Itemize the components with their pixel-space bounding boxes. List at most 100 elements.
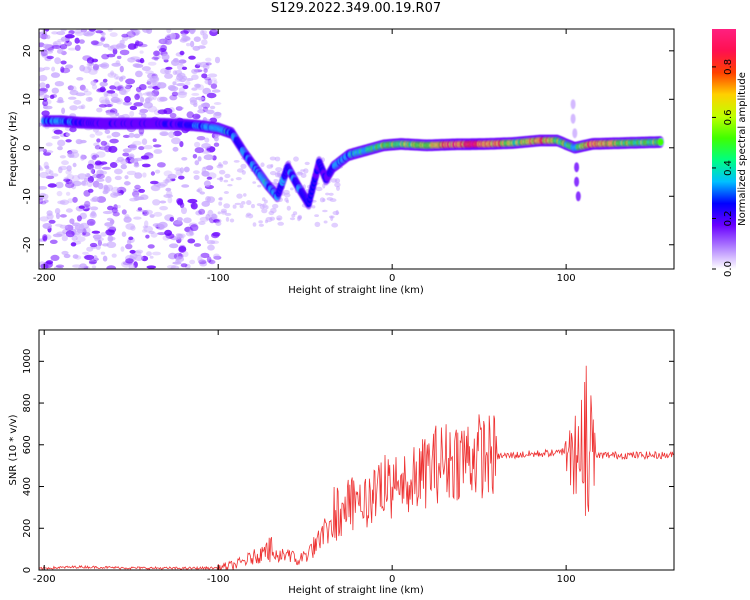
noise-speck	[65, 230, 75, 238]
noise-speck	[258, 223, 264, 227]
noise-speck	[168, 85, 179, 92]
noise-speck	[42, 43, 51, 49]
noise-speck	[211, 78, 217, 82]
noise-speck	[198, 208, 206, 215]
noise-speck	[84, 254, 95, 261]
noise-speck	[174, 167, 182, 171]
noise-speck	[179, 141, 184, 148]
noise-speck	[40, 201, 47, 205]
noise-speck	[330, 215, 334, 221]
noise-speck	[106, 90, 116, 94]
noise-speck	[96, 138, 101, 143]
noise-speck	[219, 176, 223, 182]
noise-speck	[39, 197, 44, 205]
noise-speck	[129, 158, 139, 164]
colorbar-gradient	[712, 29, 736, 269]
noise-speck	[88, 259, 98, 264]
noise-speck	[196, 62, 202, 66]
noise-speck	[315, 186, 323, 192]
noise-speck	[152, 223, 162, 228]
noise-speck	[56, 49, 64, 54]
noise-speck	[172, 70, 178, 76]
noise-speck	[203, 154, 214, 161]
noise-speck	[208, 259, 216, 265]
noise-speck	[205, 62, 212, 66]
noise-speck	[126, 239, 132, 245]
noise-speck	[57, 139, 66, 147]
noise-speck	[59, 224, 69, 229]
noise-speck	[200, 252, 210, 259]
noise-speck	[114, 168, 123, 175]
noise-speck	[181, 157, 188, 161]
y-tick-label: 600	[22, 435, 33, 454]
noise-speck	[60, 66, 65, 73]
noise-speck	[76, 236, 86, 243]
noise-speck	[95, 151, 106, 158]
noise-speck	[51, 66, 56, 72]
noise-speck	[200, 30, 205, 36]
y-tick-label: 0	[22, 567, 33, 573]
x-tick-label: -100	[207, 273, 230, 284]
noise-speck	[166, 29, 172, 34]
spectrogram-x-label: Height of straight line (km)	[288, 285, 424, 296]
noise-speck	[72, 254, 79, 259]
noise-speck	[314, 221, 321, 227]
noise-speck	[128, 132, 135, 138]
ridge-streak	[570, 113, 576, 124]
noise-speck	[103, 91, 109, 98]
x-tick-label: 0	[389, 273, 395, 284]
noise-speck	[176, 198, 184, 205]
noise-speck	[87, 188, 94, 193]
noise-speck	[43, 66, 50, 71]
noise-speck	[120, 164, 128, 170]
noise-speck	[77, 173, 87, 180]
noise-speck	[201, 200, 210, 207]
noise-speck	[292, 211, 298, 216]
noise-speck	[181, 66, 188, 71]
noise-speck	[193, 170, 200, 175]
noise-speck	[152, 138, 157, 142]
noise-speck	[143, 225, 153, 233]
noise-speck	[213, 111, 222, 119]
noise-speck	[128, 264, 136, 269]
noise-speck	[180, 263, 188, 268]
noise-speck	[212, 232, 221, 237]
noise-speck	[141, 229, 148, 233]
noise-speck	[159, 200, 167, 204]
noise-speck	[128, 236, 134, 241]
noise-speck	[61, 160, 69, 166]
noise-speck	[139, 57, 145, 64]
noise-speck	[92, 234, 102, 240]
noise-speck	[78, 205, 85, 209]
noise-speck	[158, 221, 168, 229]
y-tick-label: 10	[22, 93, 33, 106]
noise-speck	[286, 205, 291, 211]
noise-speck	[178, 59, 184, 66]
noise-speck	[102, 255, 108, 262]
noise-speck	[143, 211, 148, 215]
noise-speck	[251, 204, 255, 209]
noise-speck	[205, 196, 212, 203]
noise-speck	[112, 48, 118, 55]
noise-speck	[68, 180, 75, 185]
noise-speck	[180, 30, 189, 35]
noise-speck	[65, 169, 72, 175]
noise-speck	[39, 165, 42, 171]
noise-speck	[178, 246, 187, 253]
noise-speck	[330, 178, 338, 183]
noise-speck	[272, 203, 279, 209]
noise-speck	[110, 70, 115, 76]
noise-speck	[119, 76, 124, 82]
noise-speck	[219, 169, 226, 175]
noise-speck	[183, 29, 190, 34]
noise-speck	[94, 160, 102, 166]
noise-speck	[55, 181, 64, 189]
noise-speck	[297, 171, 303, 175]
noise-speck	[164, 39, 173, 45]
noise-speck	[184, 36, 191, 41]
noise-speck	[81, 231, 91, 237]
ridge-point	[657, 138, 664, 146]
noise-speck	[52, 40, 62, 48]
noise-speck	[195, 96, 205, 101]
